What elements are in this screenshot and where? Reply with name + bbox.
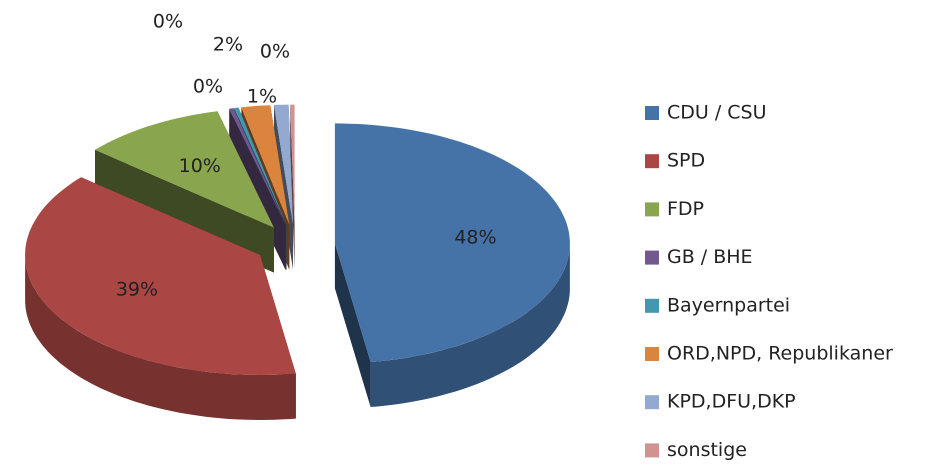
data-label: 39% [116, 279, 158, 301]
legend-label: sonstige [667, 439, 747, 461]
slice-top [290, 104, 295, 225]
legend-label: SPD [667, 150, 705, 172]
data-label: 0% [193, 76, 223, 98]
legend-label: FDP [667, 198, 704, 220]
legend-swatch [645, 106, 659, 120]
slice-top [229, 108, 286, 226]
data-label: 48% [454, 226, 496, 248]
data-label: 2% [213, 34, 243, 56]
legend-label: KPD,DFU,DKP [667, 391, 796, 413]
legend-label: GB / BHE [667, 246, 753, 268]
legend-swatch [645, 395, 659, 410]
slice-top [334, 123, 570, 363]
data-label: 0% [153, 11, 183, 33]
slice-top [241, 105, 290, 225]
data-label: 1% [247, 86, 277, 108]
data-label: 0% [260, 41, 290, 63]
slice [290, 104, 295, 270]
slice-side [334, 243, 371, 407]
slice [25, 177, 296, 420]
slice [334, 123, 570, 407]
slice-top [95, 111, 274, 228]
slice-side [290, 104, 295, 270]
legend-label: CDU / CSU [667, 102, 767, 124]
legend-swatch [645, 202, 659, 217]
legend-swatch [645, 298, 659, 313]
slice-top [274, 104, 293, 225]
slice-rim [370, 243, 570, 407]
legend-label: Bayernpartei [667, 294, 790, 316]
slice-top [234, 107, 287, 225]
legend-swatch [645, 250, 659, 265]
legend-swatch [645, 443, 659, 458]
legend-label: ORD,NPD, Republikaner [667, 343, 893, 365]
slice-top [25, 177, 296, 375]
slice-rim [25, 255, 296, 420]
legend-swatch [645, 154, 659, 169]
data-label: 10% [179, 155, 221, 177]
legend-swatch [645, 347, 659, 361]
